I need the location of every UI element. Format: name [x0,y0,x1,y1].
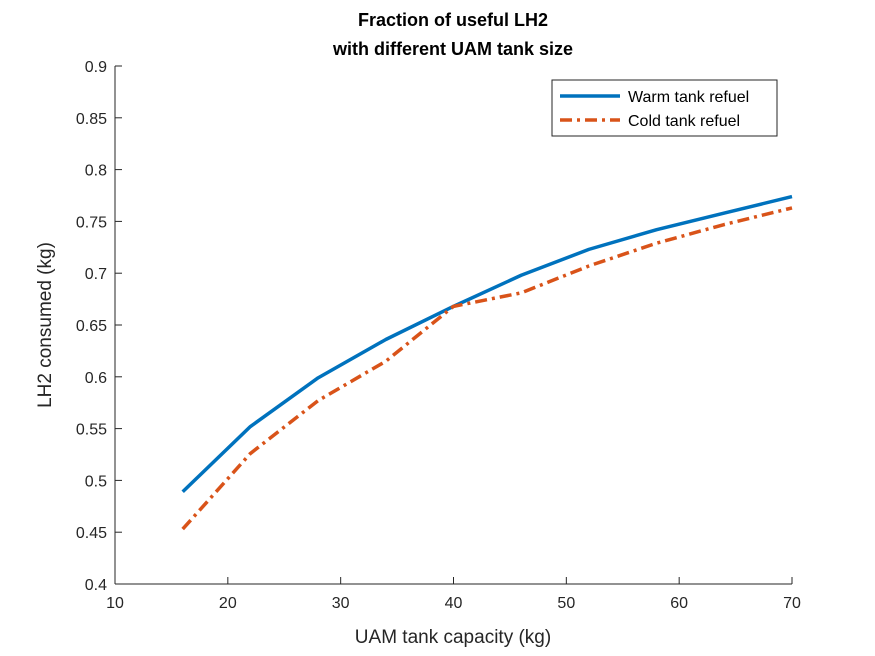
x-tick-label: 50 [557,595,575,612]
x-tick-label: 60 [670,595,688,612]
y-axis-label: LH2 consumed (kg) [35,242,56,408]
legend: Warm tank refuel Cold tank refuel [551,79,778,137]
y-tick-label: 0.65 [76,318,107,335]
x-tick-label: 20 [219,595,237,612]
chart-title-line-1: Fraction of useful LH2 [358,10,548,30]
legend-entry-label: Cold tank refuel [628,113,740,130]
legend-box [551,79,778,137]
series-line-warm-tank-refuel [181,194,793,494]
y-tick-label: 0.4 [85,577,107,594]
x-axis-label: UAM tank capacity (kg) [355,627,551,648]
y-tick-label: 0.85 [76,111,107,128]
y-tick-label: 0.9 [85,59,107,76]
legend-entry-label: Warm tank refuel [628,89,749,106]
plot-area [115,66,792,584]
x-tick-label: 10 [106,595,124,612]
series-line-cold-tank-refuel [181,206,793,531]
x-tick-label: 30 [332,595,350,612]
y-tick-label: 0.6 [85,370,107,387]
y-tick-label: 0.5 [85,473,107,490]
y-tick-label: 0.55 [76,422,107,439]
axes: 10 20 30 40 50 60 70 0.4 0.45 0.5 0.55 0.6 0.65 0.7 0.… [76,59,801,612]
chart-title-line-2: with different UAM tank size [332,39,573,59]
y-tick-label: 0.45 [76,525,107,542]
x-tick-label: 40 [445,595,463,612]
y-tick-label: 0.8 [85,163,107,180]
y-tick-label: 0.75 [76,214,107,231]
series-layer [181,194,793,531]
plot-background [115,66,792,584]
y-tick-label: 0.7 [85,266,107,283]
chart-title: Fraction of useful LH2 with different UA… [332,10,573,59]
x-tick-label: 70 [783,595,801,612]
